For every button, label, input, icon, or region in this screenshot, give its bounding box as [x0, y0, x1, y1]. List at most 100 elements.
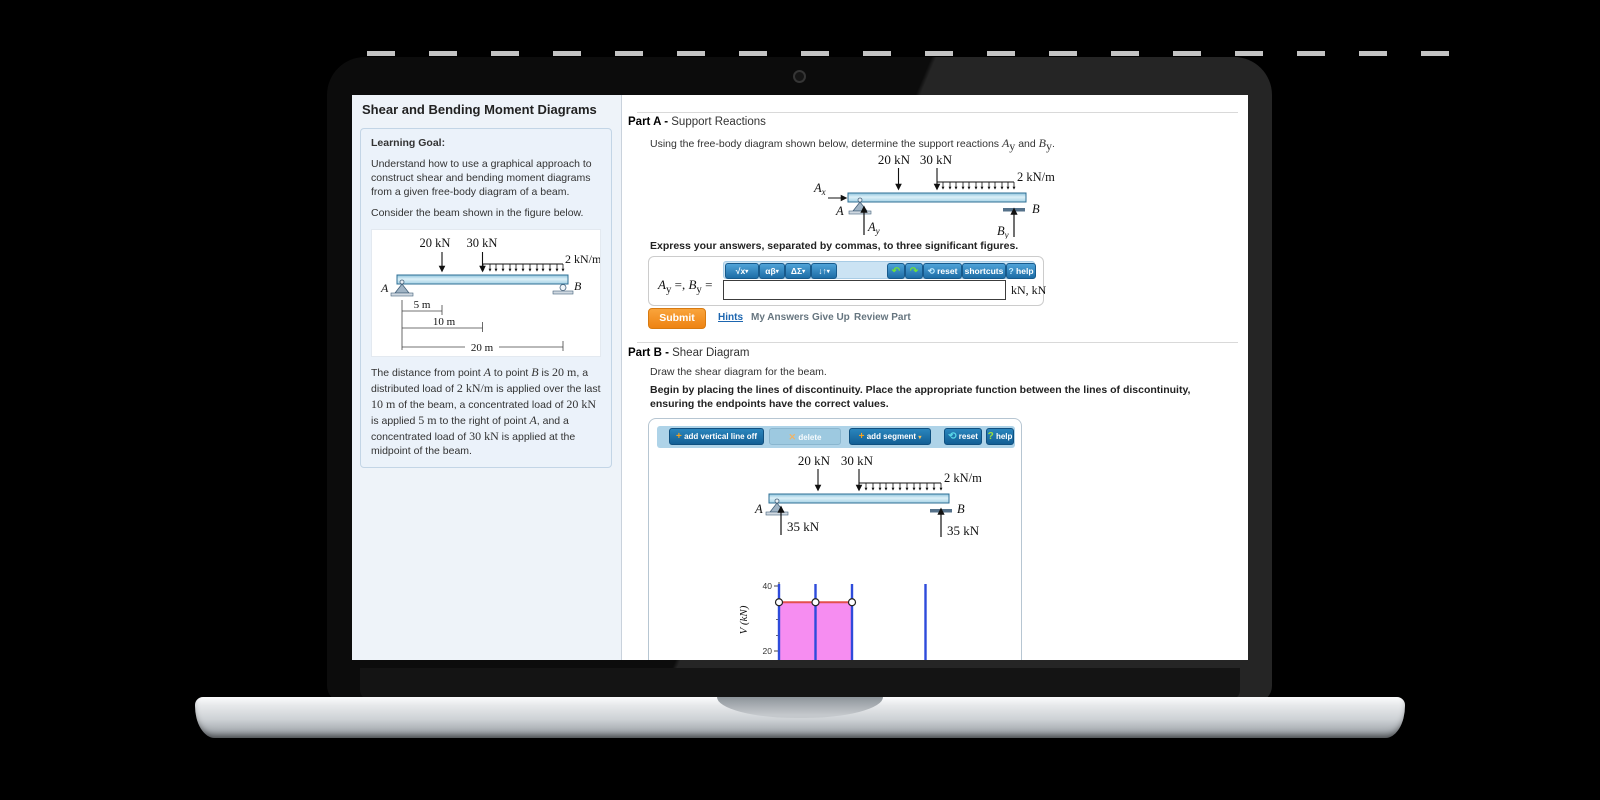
fbd-beam [847, 192, 1027, 203]
roller-support-b [552, 284, 574, 295]
load-20-label: 20 kN [420, 236, 451, 250]
pb-point-b-label: B [957, 502, 965, 516]
reaction-by-label: By [997, 224, 1009, 239]
divider-part-a [637, 112, 1238, 113]
reset-icon: ⟲ [948, 431, 957, 442]
express-note: Express your answers, separated by comma… [650, 240, 1019, 252]
free-body-diagram: 20 kN 30 kN 2 kN/m [813, 152, 1055, 239]
part-b-instruction: Draw the shear diagram for the beam. [650, 366, 827, 378]
pb-reaction-a-label: 35 kN [787, 519, 820, 534]
vectors-button[interactable]: ↓↑▾ [811, 263, 837, 279]
load-30-label: 30 kN [467, 236, 498, 250]
answer-input[interactable] [723, 280, 1006, 300]
pb-load-30-label: 30 kN [841, 453, 874, 468]
redo-icon: ↷ [909, 266, 919, 277]
caret-down-icon: ▾ [745, 269, 749, 275]
fbd-point-b-label: B [1032, 202, 1040, 216]
applet-reset-button[interactable]: ⟲ reset [944, 428, 982, 445]
screen-content: Shear and Bending Moment Diagrams Learni… [352, 95, 1248, 660]
help-icon: ? [987, 431, 994, 442]
caret-down-icon: ▾ [775, 269, 779, 275]
segment-handles[interactable] [774, 598, 857, 607]
part-b-label: Part B - [628, 347, 669, 359]
dist-load-label: 2 kN/m [565, 252, 600, 266]
part-a-heading: Part A - Support Reactions [628, 116, 766, 128]
reaction-ax-label: Ax [813, 181, 826, 197]
answer-variables-label: Ay =, By = [658, 277, 713, 296]
caret-down-icon: ▾ [918, 435, 922, 441]
fbd-point-a-label: A [835, 204, 844, 218]
laptop-base-notch [717, 697, 883, 718]
lid-edge-highlights [367, 51, 1472, 56]
pb-dist-load-label: 2 kN/m [944, 471, 982, 485]
math-templates-button[interactable]: √x▾ [725, 263, 759, 279]
divider-part-b [637, 342, 1238, 343]
page-title: Shear and Bending Moment Diagrams [362, 102, 597, 117]
help-button[interactable]: ? help [1006, 263, 1036, 279]
parts-panel: Part A - Support Reactions Using the fre… [622, 95, 1248, 660]
delete-button[interactable]: ✕ delete [769, 428, 841, 445]
fbd-load-20-label: 20 kN [878, 152, 911, 167]
fbd-load-30-label: 30 kN [920, 152, 953, 167]
answer-entry-box: Ay =, By = √x▾ αβ▾ ΔΣ▾ ↓↑▾ ↶ ↷ ⟲ reset s… [648, 256, 1047, 306]
part-a-label: Part A - [628, 116, 669, 128]
part-b-beam-figure: 20 kN 30 kN 2 kN/m [754, 453, 982, 538]
my-answers-link[interactable]: My Answers [751, 312, 809, 323]
caret-down-icon: ▾ [826, 269, 830, 275]
dim-5m-label: 5 m [414, 299, 431, 311]
math-input-toolbar: √x▾ αβ▾ ΔΣ▾ ↓↑▾ ↶ ↷ ⟲ reset shortcuts ? … [723, 261, 1036, 279]
redo-button[interactable]: ↷ [905, 263, 923, 279]
submit-button[interactable]: Submit [648, 308, 706, 329]
dim-20m-label: 20 m [471, 342, 494, 354]
give-up-link[interactable]: Give Up [812, 312, 850, 323]
chart-ylabel: V (kN) [738, 605, 750, 634]
learning-goal-label: Learning Goal: [371, 137, 446, 149]
applet-help-button[interactable]: ? help [986, 428, 1014, 445]
greek-symbols-button[interactable]: αβ▾ [759, 263, 785, 279]
undo-button[interactable]: ↶ [887, 263, 905, 279]
plus-icon: + [676, 431, 682, 442]
learning-goal-text: Understand how to use a graphical approa… [371, 157, 592, 198]
problem-intro-panel: Shear and Bending Moment Diagrams Learni… [352, 95, 622, 660]
beam-figure: 20 kN 30 kN [371, 229, 602, 358]
chart-tick-20: 20 [763, 646, 773, 656]
answer-units: kN, kN [1011, 283, 1047, 297]
beam [396, 274, 569, 285]
fbd-dist-load-label: 2 kN/m [1017, 170, 1055, 184]
cross-icon: ✕ [788, 432, 797, 442]
review-part-link[interactable]: Review Part [854, 312, 911, 323]
reset-button[interactable]: ⟲ reset [923, 263, 962, 279]
operators-button[interactable]: ΔΣ▾ [785, 263, 811, 279]
fbd-distributed-load-arrows [935, 182, 1016, 190]
shear-diagram-chart[interactable]: V (kN) 40 20 [717, 574, 947, 660]
plus-icon: + [858, 431, 865, 442]
dim-10m-label: 10 m [433, 316, 456, 328]
chart-tick-40: 40 [763, 581, 773, 591]
part-b-title: Shear Diagram [672, 347, 750, 359]
add-vertical-line-button[interactable]: + add vertical line off [669, 428, 764, 445]
shear-diagram-applet: + add vertical line off ✕ delete + add s… [648, 418, 1022, 660]
point-b-label: B [574, 279, 582, 293]
hints-link[interactable]: Hints [718, 312, 743, 323]
part-a-instruction: Using the free-body diagram shown below,… [650, 136, 1055, 154]
consider-text: Consider the beam shown in the figure be… [371, 207, 584, 220]
problem-description: The distance from point A to point B is … [371, 365, 601, 457]
part-b-heading: Part B - Shear Diagram [628, 347, 749, 359]
learning-goal-box: Learning Goal: Understand how to use a g… [360, 128, 612, 469]
undo-icon: ↶ [891, 266, 901, 277]
pb-reaction-b-label: 35 kN [947, 523, 980, 538]
reaction-ay-label: Ay [867, 220, 880, 236]
point-a-label: A [380, 281, 389, 295]
applet-toolbar: + add vertical line off ✕ delete + add s… [657, 426, 1015, 448]
part-b-bold-instruction: Begin by placing the lines of discontinu… [650, 384, 1191, 410]
caret-down-icon: ▾ [802, 269, 806, 275]
pb-load-20-label: 20 kN [798, 453, 831, 468]
reset-icon: ⟲ [927, 266, 935, 276]
pin-support-a [390, 279, 414, 297]
add-segment-button[interactable]: + add segment ▾ [849, 428, 931, 445]
pb-point-a-label: A [754, 502, 763, 516]
shortcuts-button[interactable]: shortcuts [962, 263, 1006, 279]
dimension-lines [401, 300, 564, 352]
laptop-hinge [360, 668, 1240, 700]
